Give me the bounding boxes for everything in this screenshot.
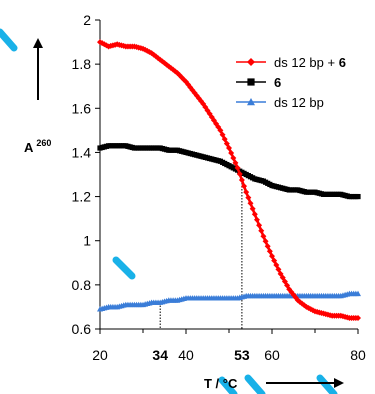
legend-label-bold: 6 (339, 55, 346, 70)
legend-label: 6 (274, 75, 281, 90)
x-axis-label-group: T / °C (204, 376, 344, 391)
y-tick-label: 1.6 (72, 100, 92, 116)
x-tick-label: 20 (92, 347, 108, 363)
tick-labels: 0.6 0.8 1 1.2 1.4 1.6 1.8 2 20 40 60 80 34 53 (72, 12, 366, 363)
square-marker (247, 78, 255, 86)
y-axis-label-group: A 260 (24, 38, 51, 155)
diamond-marker (247, 200, 254, 207)
legend-item: 6 (236, 75, 281, 90)
legend-label-bold: 6 (274, 75, 281, 90)
diamond-marker (281, 278, 288, 285)
x-tick-label: 80 (350, 347, 366, 363)
x-highlight-label: 53 (234, 347, 250, 363)
triangle-marker (247, 98, 255, 106)
y-tick-label: 0.6 (72, 321, 92, 337)
diamond-marker (273, 261, 280, 268)
x-highlight-label: 34 (152, 347, 168, 363)
up-arrow-icon (33, 38, 43, 100)
diamond-marker (253, 216, 260, 223)
diamond-marker (251, 211, 258, 218)
x-tick-label: 40 (178, 347, 194, 363)
series-6-alone (97, 143, 361, 200)
series-line (99, 40, 358, 320)
y-tick-label: 1.2 (72, 189, 92, 205)
diamond-marker (236, 170, 243, 177)
diamond-marker (228, 149, 235, 156)
diamond-marker (258, 227, 265, 234)
x-tick-label: 60 (264, 347, 280, 363)
diamond-marker (262, 238, 269, 245)
diamond-marker (230, 154, 237, 161)
diamond-marker (277, 270, 284, 277)
diamond-marker (234, 164, 241, 171)
y-axis-label-sup: 260 (36, 138, 51, 148)
diamond-marker (266, 248, 273, 255)
diamond-marker (260, 233, 267, 240)
diamond-marker (269, 253, 275, 260)
y-tick-label: 1.4 (72, 144, 92, 160)
legend-item: ds 12 bp + 6 (236, 55, 346, 70)
diamond-marker (271, 257, 278, 264)
diamond-marker (238, 177, 245, 184)
legend-label: ds 12 bp + 6 (274, 55, 346, 70)
diamond-marker (279, 274, 286, 281)
right-arrow-icon (266, 378, 344, 388)
diamond-marker (264, 243, 271, 250)
legend-label-text: ds 12 bp (274, 95, 324, 110)
series-ds12-plus-6 (97, 39, 361, 321)
y-tick-label: 1 (83, 233, 91, 249)
triangle-marker (355, 290, 361, 297)
watermark (0, 28, 338, 394)
y-tick-label: 0.8 (72, 277, 92, 293)
y-axis-label-main: A (24, 140, 34, 155)
y-axis-label: A 260 (24, 138, 51, 155)
diamond-marker (226, 145, 232, 152)
diamond-marker (275, 266, 282, 273)
y-tick-label: 2 (83, 12, 91, 28)
y-tick-label: 1.8 (72, 56, 92, 72)
square-marker (355, 193, 361, 200)
diamond-marker (284, 282, 291, 289)
series-ds12 (97, 290, 361, 312)
diamond-marker (217, 127, 224, 134)
diamond-marker (215, 124, 222, 131)
series-layer (97, 39, 361, 321)
diamond-marker (241, 183, 248, 190)
diamond-marker (243, 189, 250, 196)
axes (95, 19, 359, 334)
diamond-marker (245, 194, 252, 201)
diamond-marker (223, 140, 230, 147)
diamond-marker (219, 131, 226, 138)
diamond-marker (221, 136, 228, 143)
x-axis-label: T / °C (204, 376, 238, 391)
legend-item: ds 12 bp (236, 95, 324, 110)
legend-label-text: ds 12 bp + (274, 55, 339, 70)
diamond-marker (247, 58, 255, 66)
diamond-marker (355, 314, 361, 321)
guide-lines (159, 180, 243, 329)
diamond-marker (232, 159, 239, 166)
legend-label: ds 12 bp (274, 95, 324, 110)
diamond-marker (256, 222, 263, 229)
diamond-marker (249, 205, 256, 212)
